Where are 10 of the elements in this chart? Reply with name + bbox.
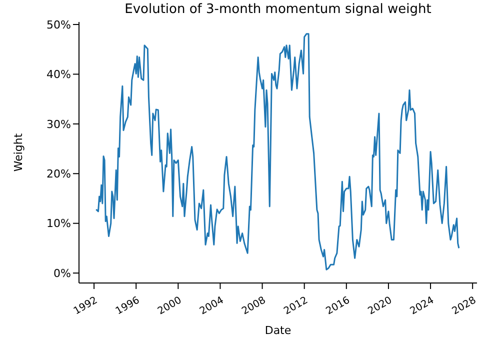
- chart-title: Evolution of 3-month momentum signal weight: [124, 2, 432, 17]
- y-tick-label: 50%: [46, 18, 71, 32]
- line-series: [95, 33, 460, 270]
- y-tick-label: 30%: [46, 118, 71, 131]
- y-tick-label: 0%: [54, 266, 71, 280]
- x-axis-title: Date: [264, 324, 292, 337]
- y-axis-title: Weight: [12, 132, 25, 172]
- y-tick-label: 40%: [46, 68, 71, 82]
- y-tick-label: 20%: [46, 168, 71, 181]
- y-tick-label: 10%: [46, 217, 71, 230]
